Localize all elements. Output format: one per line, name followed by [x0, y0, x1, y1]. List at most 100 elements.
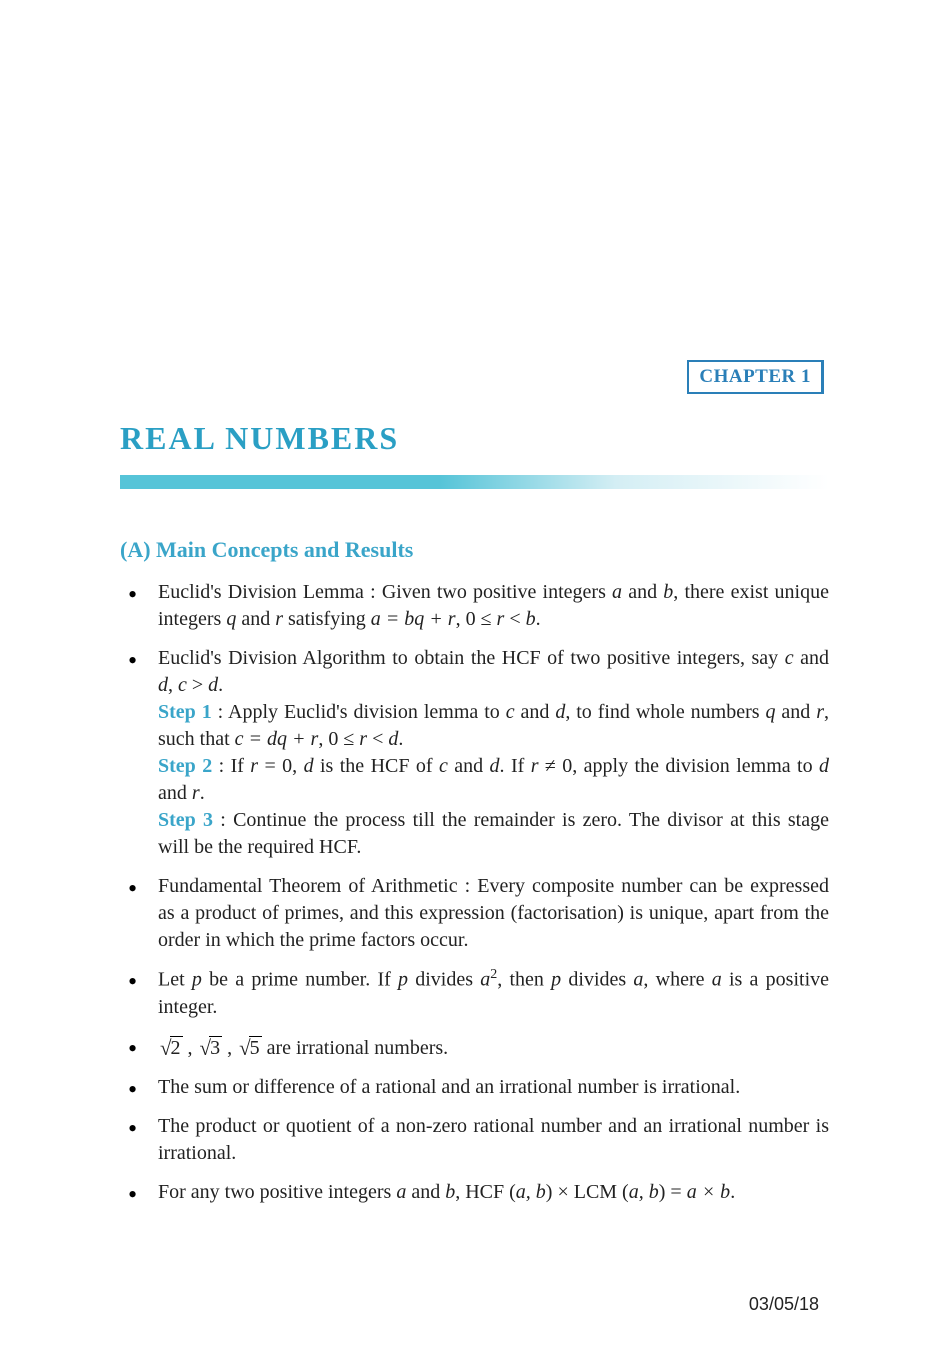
- radicand: 2: [170, 1036, 183, 1059]
- var-d: d: [388, 728, 398, 750]
- equation: a = bq + r: [371, 608, 456, 630]
- text: ) × LCM (: [546, 1181, 629, 1203]
- list-item: Let p be a prime number. If p divides a2…: [120, 966, 829, 1021]
- text: and: [158, 782, 192, 804]
- var-d: d: [490, 755, 500, 777]
- text: Fundamental Theorem of Arithmetic : Ever…: [158, 875, 829, 951]
- text: ,: [222, 1037, 237, 1059]
- text: Continue the process till the remainder …: [158, 809, 829, 858]
- sqrt-5: 5: [237, 1033, 262, 1062]
- equation: c = dq + r: [235, 728, 319, 750]
- var-b: b: [526, 608, 536, 630]
- var-ab: a, b: [629, 1181, 659, 1203]
- text: <: [504, 608, 525, 630]
- step-3-label: Step 3: [158, 809, 213, 831]
- text: Euclid's Division Lemma : Given two posi…: [158, 581, 612, 603]
- text: .: [730, 1181, 735, 1203]
- footer-date: 03/05/18: [749, 1294, 819, 1315]
- text: Euclid's Division Algorithm to obtain th…: [158, 647, 785, 669]
- var-q: q: [226, 608, 236, 630]
- var-r: r: [275, 608, 283, 630]
- var-d: d: [208, 674, 218, 696]
- text: , where: [643, 969, 711, 991]
- var-a: a: [480, 969, 490, 991]
- text: :: [213, 809, 233, 831]
- text: :: [212, 755, 230, 777]
- text: and: [236, 608, 275, 630]
- text: be a prime number. If: [202, 969, 398, 991]
- text: Apply Euclid's division lemma to: [228, 701, 506, 723]
- var-r: r: [816, 701, 824, 723]
- var-d: d: [819, 755, 829, 777]
- var-p: p: [192, 969, 202, 991]
- text: ≠ 0, apply the division lemma to: [538, 755, 819, 777]
- text: divides: [561, 969, 633, 991]
- var-ab: a, b: [516, 1181, 546, 1203]
- var-c: c: [439, 755, 448, 777]
- list-item: For any two positive integers a and b, H…: [120, 1179, 829, 1206]
- text: >: [187, 674, 208, 696]
- text: and: [406, 1181, 445, 1203]
- text: and: [794, 647, 829, 669]
- var-r: r: [359, 728, 367, 750]
- section-heading: (A) Main Concepts and Results: [120, 537, 829, 563]
- var-a: a: [612, 581, 622, 603]
- concepts-list: Euclid's Division Lemma : Given two posi…: [120, 579, 829, 1206]
- text: and: [622, 581, 663, 603]
- radicand: 5: [249, 1036, 262, 1059]
- text: .: [200, 782, 205, 804]
- text: satisfying: [283, 608, 371, 630]
- text: :: [212, 701, 228, 723]
- text: ,: [183, 1037, 198, 1059]
- list-item: The product or quotient of a non-zero ra…: [120, 1113, 829, 1167]
- text: , to find whole numbers: [565, 701, 765, 723]
- text: If: [231, 755, 251, 777]
- text: = 0,: [258, 755, 304, 777]
- list-item: Euclid's Division Algorithm to obtain th…: [120, 645, 829, 861]
- var-r: r: [250, 755, 258, 777]
- text: and: [775, 701, 816, 723]
- var-a: a: [712, 969, 722, 991]
- var-b: b: [663, 581, 673, 603]
- text: , 0 ≤: [318, 728, 359, 750]
- text: For any two positive integers: [158, 1181, 396, 1203]
- text: The product or quotient of a non-zero ra…: [158, 1115, 829, 1164]
- text: and: [515, 701, 556, 723]
- list-item: 2 , 3 , 5 are irrational numbers.: [120, 1033, 829, 1062]
- text: .: [398, 728, 403, 750]
- var-p: p: [398, 969, 408, 991]
- text: , then: [497, 969, 551, 991]
- var-p: p: [551, 969, 561, 991]
- var-r: r: [192, 782, 200, 804]
- text: is the HCF of: [314, 755, 439, 777]
- text: .: [536, 608, 541, 630]
- var-c: c: [785, 647, 794, 669]
- textbook-page: CHAPTER 1 REAL NUMBERS (A) Main Concepts…: [0, 0, 949, 1278]
- var-b: b: [445, 1181, 455, 1203]
- var-q: q: [765, 701, 775, 723]
- text: The sum or difference of a rational and …: [158, 1076, 740, 1098]
- text: . If: [500, 755, 531, 777]
- chapter-badge: CHAPTER 1: [687, 360, 824, 394]
- step-1-label: Step 1: [158, 701, 212, 723]
- var-a: a: [633, 969, 643, 991]
- text: , HCF (: [455, 1181, 516, 1203]
- text: Let: [158, 969, 192, 991]
- text: are irrational numbers.: [262, 1037, 449, 1059]
- var-c: c: [506, 701, 515, 723]
- text: <: [367, 728, 388, 750]
- var-d: d: [304, 755, 314, 777]
- list-item: The sum or difference of a rational and …: [120, 1074, 829, 1101]
- sqrt-2: 2: [158, 1033, 183, 1062]
- step-2-label: Step 2: [158, 755, 212, 777]
- var-a: a: [396, 1181, 406, 1203]
- list-item: Fundamental Theorem of Arithmetic : Ever…: [120, 873, 829, 954]
- text: and: [448, 755, 490, 777]
- text: , 0 ≤: [456, 608, 497, 630]
- var-c: c: [178, 674, 187, 696]
- title-underline-bar: [120, 475, 829, 489]
- equation: a × b: [687, 1181, 731, 1203]
- chapter-title: REAL NUMBERS: [120, 420, 829, 457]
- text: ,: [168, 674, 178, 696]
- var-d: d: [555, 701, 565, 723]
